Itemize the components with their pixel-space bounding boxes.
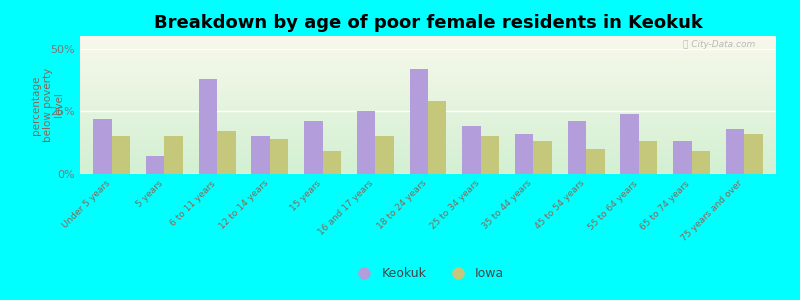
Bar — [112, 136, 130, 174]
Bar — [515, 134, 534, 174]
Bar — [375, 136, 394, 174]
Bar — [164, 136, 183, 174]
Bar — [673, 141, 692, 174]
Bar — [410, 69, 428, 174]
Bar — [462, 126, 481, 174]
Y-axis label: percentage
below poverty
level: percentage below poverty level — [31, 68, 64, 142]
Bar — [198, 79, 217, 174]
Text: ⓘ City-Data.com: ⓘ City-Data.com — [683, 40, 755, 49]
Bar — [322, 152, 341, 174]
Bar — [93, 119, 112, 174]
Bar — [744, 134, 763, 174]
Bar — [568, 121, 586, 174]
Bar — [270, 139, 288, 174]
Title: Breakdown by age of poor female residents in Keokuk: Breakdown by age of poor female resident… — [154, 14, 702, 32]
Bar — [357, 111, 375, 174]
Bar — [621, 114, 639, 174]
Bar — [692, 152, 710, 174]
Bar — [428, 101, 446, 174]
Bar — [217, 131, 235, 174]
Bar — [586, 149, 605, 174]
Bar — [534, 141, 552, 174]
Bar — [304, 121, 322, 174]
Bar — [251, 136, 270, 174]
Legend: Keokuk, Iowa: Keokuk, Iowa — [346, 262, 510, 285]
Bar — [146, 156, 164, 174]
Bar — [726, 129, 744, 174]
Bar — [481, 136, 499, 174]
Bar — [639, 141, 658, 174]
